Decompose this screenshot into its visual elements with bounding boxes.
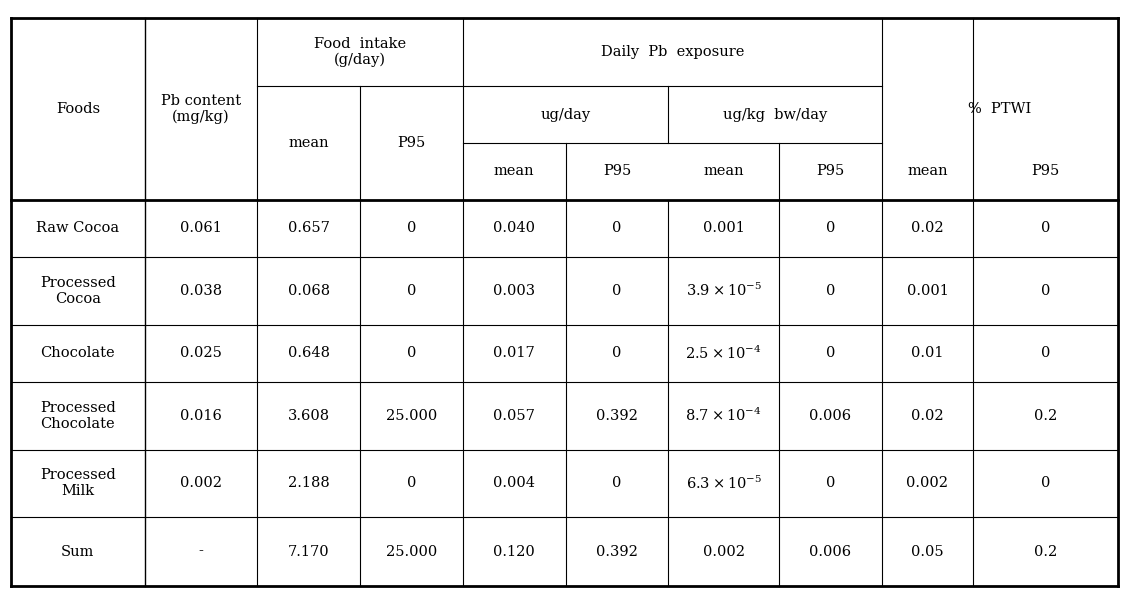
Text: 0.648: 0.648 xyxy=(288,346,330,360)
Text: 0: 0 xyxy=(612,221,622,236)
Text: 0.02: 0.02 xyxy=(911,221,944,236)
Text: %  PTWI: % PTWI xyxy=(968,102,1032,116)
Text: 0.01: 0.01 xyxy=(911,346,944,360)
Text: 0: 0 xyxy=(612,284,622,298)
Text: 0: 0 xyxy=(825,477,835,490)
Text: Raw Cocoa: Raw Cocoa xyxy=(36,221,120,236)
Text: 0: 0 xyxy=(406,477,417,490)
Text: 0.002: 0.002 xyxy=(702,545,745,559)
Text: 0.004: 0.004 xyxy=(493,477,535,490)
Text: 0.02: 0.02 xyxy=(911,408,944,423)
Text: Sum: Sum xyxy=(61,545,95,559)
Text: $\mathdefault{2.5\times10^{-4}}$: $\mathdefault{2.5\times10^{-4}}$ xyxy=(685,344,762,362)
Text: 0.2: 0.2 xyxy=(1034,545,1057,559)
Text: Food  intake
(g/day): Food intake (g/day) xyxy=(314,36,406,68)
Text: 3.608: 3.608 xyxy=(288,408,330,423)
Text: 0: 0 xyxy=(825,221,835,236)
Text: $\mathdefault{8.7\times10^{-4}}$: $\mathdefault{8.7\times10^{-4}}$ xyxy=(685,407,762,425)
Text: 0: 0 xyxy=(825,346,835,360)
Text: 0: 0 xyxy=(612,477,622,490)
Text: 0.006: 0.006 xyxy=(809,545,851,559)
Text: 0: 0 xyxy=(825,284,835,298)
Text: 0.002: 0.002 xyxy=(907,477,948,490)
Text: mean: mean xyxy=(495,164,534,178)
Text: P95: P95 xyxy=(603,164,631,178)
Text: P95: P95 xyxy=(397,136,426,150)
Text: 0.05: 0.05 xyxy=(911,545,944,559)
Text: 0.120: 0.120 xyxy=(493,545,535,559)
Text: 0: 0 xyxy=(406,346,417,360)
Text: 2.188: 2.188 xyxy=(288,477,330,490)
Text: Processed
Milk: Processed Milk xyxy=(40,468,116,499)
Text: $\mathdefault{6.3\times10^{-5}}$: $\mathdefault{6.3\times10^{-5}}$ xyxy=(685,475,762,492)
Text: 0.657: 0.657 xyxy=(288,221,330,236)
Text: 0: 0 xyxy=(1041,221,1050,236)
Text: Processed
Chocolate: Processed Chocolate xyxy=(40,401,116,431)
Text: ug/day: ug/day xyxy=(541,108,590,121)
Text: 0.392: 0.392 xyxy=(596,545,638,559)
Text: mean: mean xyxy=(703,164,744,178)
Text: 0: 0 xyxy=(612,346,622,360)
Text: 0.040: 0.040 xyxy=(493,221,535,236)
Text: 0.003: 0.003 xyxy=(493,284,535,298)
Text: Pb content
(mg/kg): Pb content (mg/kg) xyxy=(161,93,240,124)
Text: Chocolate: Chocolate xyxy=(41,346,115,360)
Text: 0: 0 xyxy=(406,284,417,298)
Text: 0.392: 0.392 xyxy=(596,408,638,423)
Text: $\mathdefault{3.9\times10^{-5}}$: $\mathdefault{3.9\times10^{-5}}$ xyxy=(685,282,762,300)
Text: 0.068: 0.068 xyxy=(288,284,330,298)
Text: P95: P95 xyxy=(1031,164,1060,178)
Text: 0.001: 0.001 xyxy=(907,284,948,298)
Text: 0.017: 0.017 xyxy=(493,346,535,360)
Text: 0.016: 0.016 xyxy=(180,408,222,423)
Text: 7.170: 7.170 xyxy=(288,545,330,559)
Text: 0: 0 xyxy=(1041,477,1050,490)
Text: 0.057: 0.057 xyxy=(493,408,535,423)
Text: 0: 0 xyxy=(406,221,417,236)
Text: 0: 0 xyxy=(1041,284,1050,298)
Text: 0.001: 0.001 xyxy=(702,221,745,236)
Text: 25.000: 25.000 xyxy=(386,408,437,423)
Text: ug/kg  bw/day: ug/kg bw/day xyxy=(723,108,828,121)
Text: P95: P95 xyxy=(816,164,844,178)
Text: mean: mean xyxy=(908,164,947,178)
Text: Daily  Pb  exposure: Daily Pb exposure xyxy=(601,45,744,59)
Text: 0.002: 0.002 xyxy=(180,477,222,490)
Text: Foods: Foods xyxy=(55,102,100,116)
Text: Processed
Cocoa: Processed Cocoa xyxy=(40,276,116,306)
Text: mean: mean xyxy=(289,136,329,150)
Text: 0.038: 0.038 xyxy=(180,284,222,298)
Text: 0.025: 0.025 xyxy=(180,346,222,360)
Text: -: - xyxy=(199,545,203,559)
Text: 0.006: 0.006 xyxy=(809,408,851,423)
Text: 0: 0 xyxy=(1041,346,1050,360)
Text: 25.000: 25.000 xyxy=(386,545,437,559)
Text: 0.2: 0.2 xyxy=(1034,408,1057,423)
Text: 0.061: 0.061 xyxy=(180,221,222,236)
